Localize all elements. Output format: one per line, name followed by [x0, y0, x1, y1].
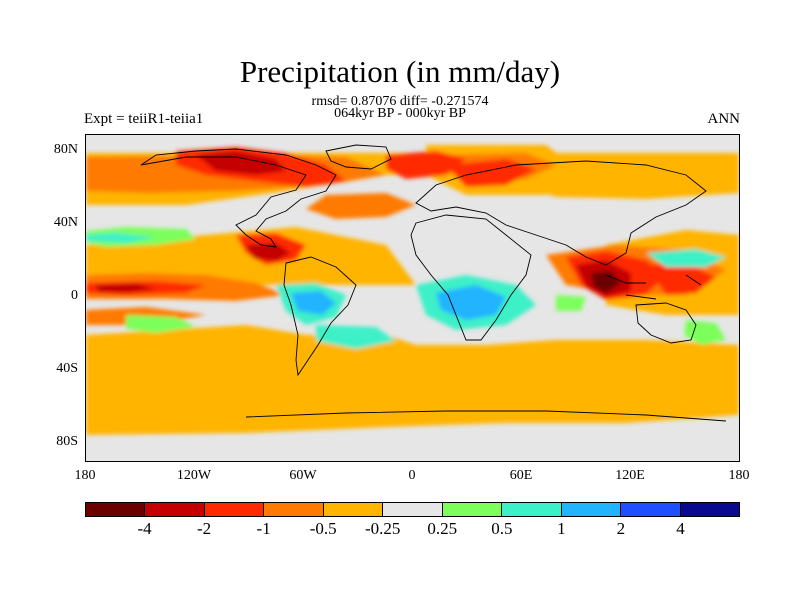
lon-tick-60e: 60E — [509, 468, 533, 483]
colorbar — [85, 502, 740, 517]
stats-line: rmsd= 0.87076 diff= -0.271574 — [311, 94, 489, 109]
colorbar-label: -1 — [256, 519, 271, 538]
lat-tick-40n: 40N — [53, 215, 78, 230]
colorbar-box — [680, 503, 739, 516]
colorbar-label: 0.25 — [427, 519, 458, 538]
colorbar-box — [323, 503, 384, 516]
lat-tick-eq: 0 — [71, 288, 78, 303]
colorbar-box — [145, 503, 205, 516]
lat-tick-80s: 80S — [56, 434, 78, 449]
lon-tick-120w: 120W — [176, 468, 212, 483]
lat-tick-80n: 80N — [53, 142, 78, 157]
colorbar-label: -0.25 — [365, 519, 401, 538]
map-title: Precipitation (in mm/day) — [239, 54, 561, 89]
colorbar-box — [502, 503, 562, 516]
anomaly-fields — [86, 145, 739, 461]
lon-tick-120e: 120E — [615, 468, 645, 483]
lon-tick-60w: 60W — [289, 468, 317, 483]
colorbar-box — [204, 503, 265, 516]
coastlines — [140, 144, 727, 422]
experiment-label: Expt = teiiR1-teiia1 — [84, 111, 204, 127]
lat-tick-40s: 40S — [56, 361, 78, 376]
colorbar-label: -2 — [196, 519, 212, 538]
season-label: ANN — [707, 111, 741, 127]
precip-anomaly-map — [86, 135, 739, 461]
colorbar-box — [264, 503, 324, 516]
colorbar-label: 0.5 — [491, 519, 513, 538]
colorbar-label: 2 — [616, 519, 626, 538]
lon-tick-0: 0 — [408, 468, 416, 483]
colorbar-box — [442, 503, 503, 516]
lon-tick-180e: 180 — [728, 468, 750, 483]
period-line: 064kyr BP - 000kyr BP — [334, 106, 466, 121]
colorbar-label: -4 — [137, 519, 152, 538]
colorbar-box — [383, 503, 443, 516]
colorbar-label: -0.5 — [309, 519, 337, 538]
colorbar-label: 4 — [676, 519, 685, 538]
map-panel — [85, 134, 740, 462]
lon-tick-180w: 180 — [74, 468, 96, 483]
colorbar-box — [561, 503, 622, 516]
colorbar-box — [621, 503, 681, 516]
colorbar-box — [86, 503, 146, 516]
colorbar-label: 1 — [557, 519, 566, 538]
